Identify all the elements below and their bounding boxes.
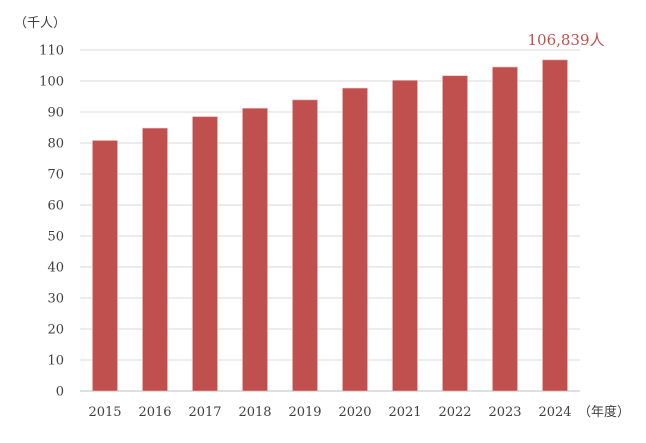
x-tick-label: 2017	[188, 405, 221, 420]
bar-2016	[142, 127, 168, 392]
bar-2015	[92, 140, 118, 392]
x-tick-label: 2024	[538, 405, 571, 420]
x-axis-label: （年度）	[578, 404, 630, 420]
bar-2021	[392, 80, 418, 392]
bar-2023	[492, 66, 518, 392]
x-tick-label: 2022	[438, 405, 471, 420]
x-tick-label: 2018	[238, 405, 271, 420]
y-tick-label: 10	[47, 354, 64, 369]
bar-2018	[242, 107, 268, 392]
y-tick-label: 50	[47, 230, 64, 245]
x-tick-label: 2016	[138, 405, 171, 420]
y-tick-label: 20	[47, 323, 64, 338]
y-tick-label: 80	[47, 137, 64, 152]
y-axis-label: （千人）	[14, 16, 66, 31]
x-tick-label: 2023	[488, 405, 521, 420]
y-tick-label: 90	[47, 106, 64, 121]
y-tick-label: 100	[39, 75, 64, 90]
data-label-annotation: 106,839人	[527, 31, 604, 49]
bar-2022	[442, 75, 468, 392]
bar-2017	[192, 116, 218, 392]
y-tick-label: 60	[47, 199, 64, 214]
y-tick-label: 70	[47, 168, 64, 183]
bar-2019	[292, 99, 318, 392]
x-tick-label: 2015	[88, 405, 121, 420]
bar-2020	[342, 87, 368, 392]
x-tick-label: 2021	[388, 405, 421, 420]
y-tick-label: 40	[47, 261, 64, 276]
x-tick-label: 2019	[288, 405, 321, 420]
y-tick-label: 110	[39, 44, 64, 59]
y-tick-label: 30	[47, 292, 64, 307]
x-tick-label: 2020	[338, 405, 371, 420]
y-tick-label: 0	[56, 385, 64, 400]
bar-2024	[542, 59, 568, 392]
